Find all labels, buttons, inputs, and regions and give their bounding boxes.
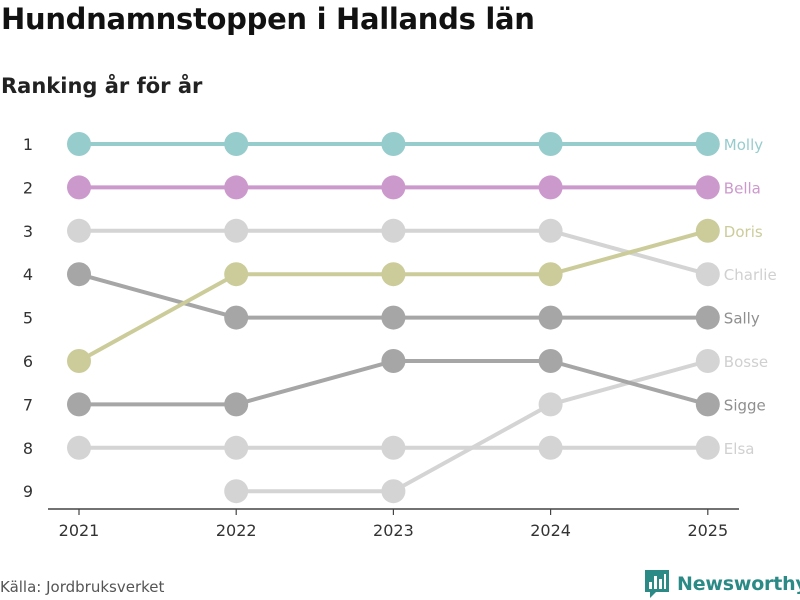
data-point-molly bbox=[67, 132, 91, 156]
source-note: Källa: Jordbruksverket bbox=[0, 578, 165, 596]
data-point-charlie bbox=[67, 218, 91, 243]
chart-subtitle: Ranking år för år bbox=[1, 74, 203, 98]
data-point-bella bbox=[695, 175, 720, 200]
x-tick-label: 2025 bbox=[687, 521, 728, 540]
data-point-charlie bbox=[381, 218, 406, 243]
data-point-sally bbox=[695, 305, 720, 330]
data-point-bella bbox=[224, 175, 249, 200]
y-tick-label: 9 bbox=[23, 482, 33, 501]
series-label-bella: Bella bbox=[724, 179, 761, 197]
data-point-molly bbox=[224, 132, 249, 156]
y-tick-label: 3 bbox=[23, 222, 33, 241]
x-tick-label: 2021 bbox=[59, 521, 100, 540]
data-point-charlie bbox=[695, 262, 720, 287]
data-point-molly bbox=[538, 132, 563, 156]
data-point-elsa bbox=[381, 435, 406, 460]
series-label-bosse: Bosse bbox=[724, 353, 768, 371]
x-tick-label: 2023 bbox=[373, 521, 414, 540]
data-point-doris bbox=[695, 218, 720, 243]
data-point-elsa bbox=[695, 435, 720, 460]
y-tick-label: 2 bbox=[23, 178, 33, 197]
y-tick-label: 1 bbox=[23, 135, 33, 154]
series-label-sigge: Sigge bbox=[724, 396, 766, 414]
newsworthy-logo-icon bbox=[645, 570, 669, 598]
y-tick-label: 5 bbox=[23, 309, 33, 328]
data-point-elsa bbox=[538, 435, 563, 460]
data-point-elsa bbox=[224, 435, 249, 460]
data-point-bosse bbox=[538, 392, 563, 417]
data-point-bosse bbox=[224, 479, 249, 504]
data-point-charlie bbox=[538, 218, 563, 243]
brand: Newsworthy bbox=[645, 570, 800, 598]
data-point-sigge bbox=[538, 349, 563, 373]
data-point-doris bbox=[224, 262, 249, 287]
data-point-sally bbox=[224, 305, 249, 330]
data-point-sigge bbox=[381, 349, 406, 373]
data-point-bella bbox=[67, 175, 91, 200]
data-point-bella bbox=[538, 175, 563, 200]
data-point-doris bbox=[538, 262, 563, 287]
data-point-bosse bbox=[695, 349, 720, 373]
chart-title: Hundnamnstoppen i Hallands län bbox=[1, 2, 535, 36]
x-tick-label: 2024 bbox=[530, 521, 571, 540]
data-point-charlie bbox=[224, 218, 249, 243]
data-point-sally bbox=[538, 305, 563, 330]
data-point-sigge bbox=[67, 392, 91, 417]
data-point-sally bbox=[67, 262, 91, 287]
series-label-charlie: Charlie bbox=[724, 266, 777, 284]
data-point-sigge bbox=[224, 392, 249, 417]
series-label-sally: Sally bbox=[724, 310, 760, 328]
series-line-doris bbox=[78, 228, 709, 363]
data-point-elsa bbox=[67, 435, 91, 460]
data-point-molly bbox=[695, 132, 720, 156]
y-tick-label: 4 bbox=[23, 265, 33, 284]
series-label-elsa: Elsa bbox=[724, 440, 755, 458]
data-point-sally bbox=[381, 305, 406, 330]
data-point-doris bbox=[67, 349, 91, 373]
y-tick-label: 8 bbox=[23, 439, 33, 458]
x-tick-label: 2022 bbox=[216, 521, 257, 540]
series-line-bosse bbox=[236, 359, 709, 494]
data-point-molly bbox=[381, 132, 406, 156]
data-point-sigge bbox=[695, 392, 720, 417]
data-point-bella bbox=[381, 175, 406, 200]
y-tick-label: 6 bbox=[23, 352, 33, 371]
series-label-doris: Doris bbox=[724, 223, 763, 241]
data-point-doris bbox=[381, 262, 406, 287]
series-label-molly: Molly bbox=[724, 136, 763, 154]
brand-name: Newsworthy bbox=[677, 573, 800, 595]
y-tick-label: 7 bbox=[23, 395, 33, 414]
data-point-bosse bbox=[381, 479, 406, 504]
